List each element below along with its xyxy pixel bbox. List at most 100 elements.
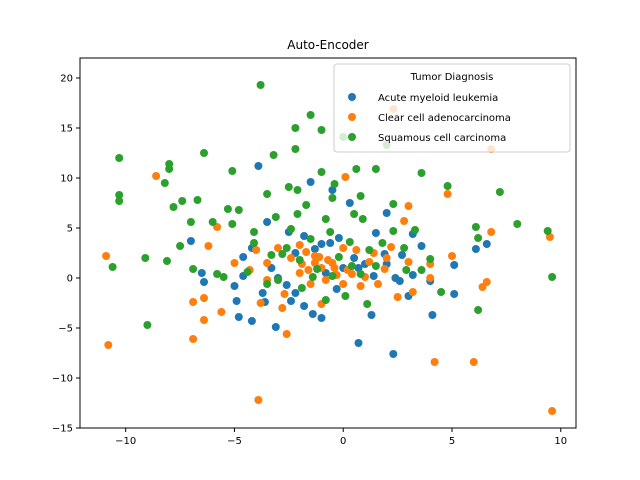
point-series1-12	[365, 258, 374, 266]
point-series0-58	[369, 272, 378, 280]
point-series2-19	[115, 197, 124, 205]
point-series1-34	[408, 288, 417, 296]
point-series0-13	[239, 253, 248, 261]
point-series1-49	[352, 246, 361, 254]
point-series2-33	[208, 218, 217, 226]
point-series2-86	[287, 225, 295, 233]
point-series1-20	[189, 298, 198, 306]
point-series0-51	[282, 281, 291, 289]
point-series2-63	[417, 266, 426, 274]
point-series2-68	[274, 276, 282, 284]
legend-label-series1: Clear cell adenocarcinoma	[378, 113, 511, 124]
x-tick-label: 0	[340, 436, 346, 447]
point-series2-75	[371, 262, 380, 270]
point-series1-44	[426, 274, 435, 282]
point-series0-45	[389, 350, 398, 358]
point-series0-44	[367, 311, 376, 319]
point-series0-31	[428, 311, 437, 319]
x-tick-label: 5	[449, 436, 455, 447]
point-series2-77	[295, 256, 304, 264]
point-series0-5	[263, 218, 272, 226]
point-series1-15	[263, 259, 272, 267]
point-series1-39	[548, 407, 557, 415]
point-series1-17	[204, 242, 213, 250]
point-series1-22	[200, 316, 208, 324]
point-series1-16	[252, 246, 261, 254]
point-series1-62	[315, 253, 324, 261]
point-series0-56	[334, 234, 343, 242]
point-series1-21	[200, 294, 208, 302]
point-series2-52	[219, 273, 228, 281]
point-series2-54	[267, 251, 276, 259]
point-series2-10	[165, 165, 174, 173]
legend-marker-series2	[348, 133, 356, 141]
point-series2-24	[263, 190, 272, 198]
point-series2-64	[437, 288, 446, 296]
point-series2-31	[169, 203, 178, 211]
point-series2-12	[228, 167, 237, 175]
legend-marker-series1	[348, 113, 356, 121]
point-series1-3	[341, 173, 350, 181]
point-series0-3	[382, 209, 391, 217]
point-series2-45	[548, 273, 557, 281]
y-axis: −15 −10 −5 0 5 10 15 20	[52, 74, 80, 435]
x-tick-label: −5	[227, 436, 242, 447]
y-tick-label: −10	[52, 374, 73, 385]
point-series2-5	[291, 145, 300, 153]
point-series0-27	[450, 261, 459, 269]
point-series2-61	[400, 244, 409, 252]
y-tick-label: 5	[67, 224, 73, 235]
point-series2-18	[115, 191, 124, 199]
point-series0-40	[308, 310, 317, 318]
point-series2-27	[330, 180, 339, 188]
point-series1-29	[306, 280, 315, 288]
point-series2-42	[474, 234, 483, 242]
point-series0-29	[482, 240, 491, 248]
point-series1-19	[104, 341, 113, 349]
point-series0-43	[354, 339, 363, 347]
point-series0-4	[328, 186, 337, 194]
point-series1-42	[448, 252, 456, 260]
point-series2-44	[543, 227, 552, 235]
point-series1-68	[310, 259, 319, 267]
point-series0-1	[306, 178, 315, 186]
point-series2-59	[365, 246, 374, 254]
point-series2-38	[358, 215, 367, 223]
point-series1-32	[374, 280, 382, 288]
point-series2-37	[321, 215, 330, 223]
point-series1-58	[339, 280, 348, 288]
point-series2-28	[356, 192, 365, 200]
point-series2-87	[328, 194, 337, 202]
point-series1-59	[380, 265, 389, 273]
point-series1-28	[282, 330, 291, 338]
point-series2-74	[347, 262, 356, 270]
point-series1-41	[487, 228, 496, 236]
legend-frame	[333, 63, 571, 153]
point-series1-45	[295, 269, 304, 277]
point-series2-88	[350, 210, 359, 218]
point-series2-35	[271, 213, 280, 221]
y-tick-label: 15	[60, 124, 73, 135]
point-series1-52	[274, 244, 282, 252]
point-series1-63	[330, 264, 339, 272]
point-series2-1	[306, 111, 315, 119]
point-series1-25	[254, 396, 263, 404]
point-series2-66	[143, 321, 152, 329]
point-series2-26	[293, 186, 302, 194]
y-tick-label: −15	[52, 424, 73, 435]
point-series0-37	[234, 313, 243, 321]
legend-title: Tumor Diagnosis	[410, 72, 494, 83]
point-series2-60	[389, 227, 398, 235]
y-tick-label: 0	[67, 274, 73, 285]
point-series1-14	[404, 258, 413, 266]
point-series0-15	[197, 269, 206, 277]
legend-marker-series0	[348, 93, 356, 101]
point-series1-69	[302, 248, 311, 256]
point-series1-6	[400, 217, 409, 225]
point-series2-23	[234, 206, 243, 214]
point-series2-39	[389, 200, 398, 208]
point-series2-81	[334, 253, 343, 261]
x-tick-label: 10	[554, 436, 567, 447]
point-series1-40	[545, 233, 554, 241]
